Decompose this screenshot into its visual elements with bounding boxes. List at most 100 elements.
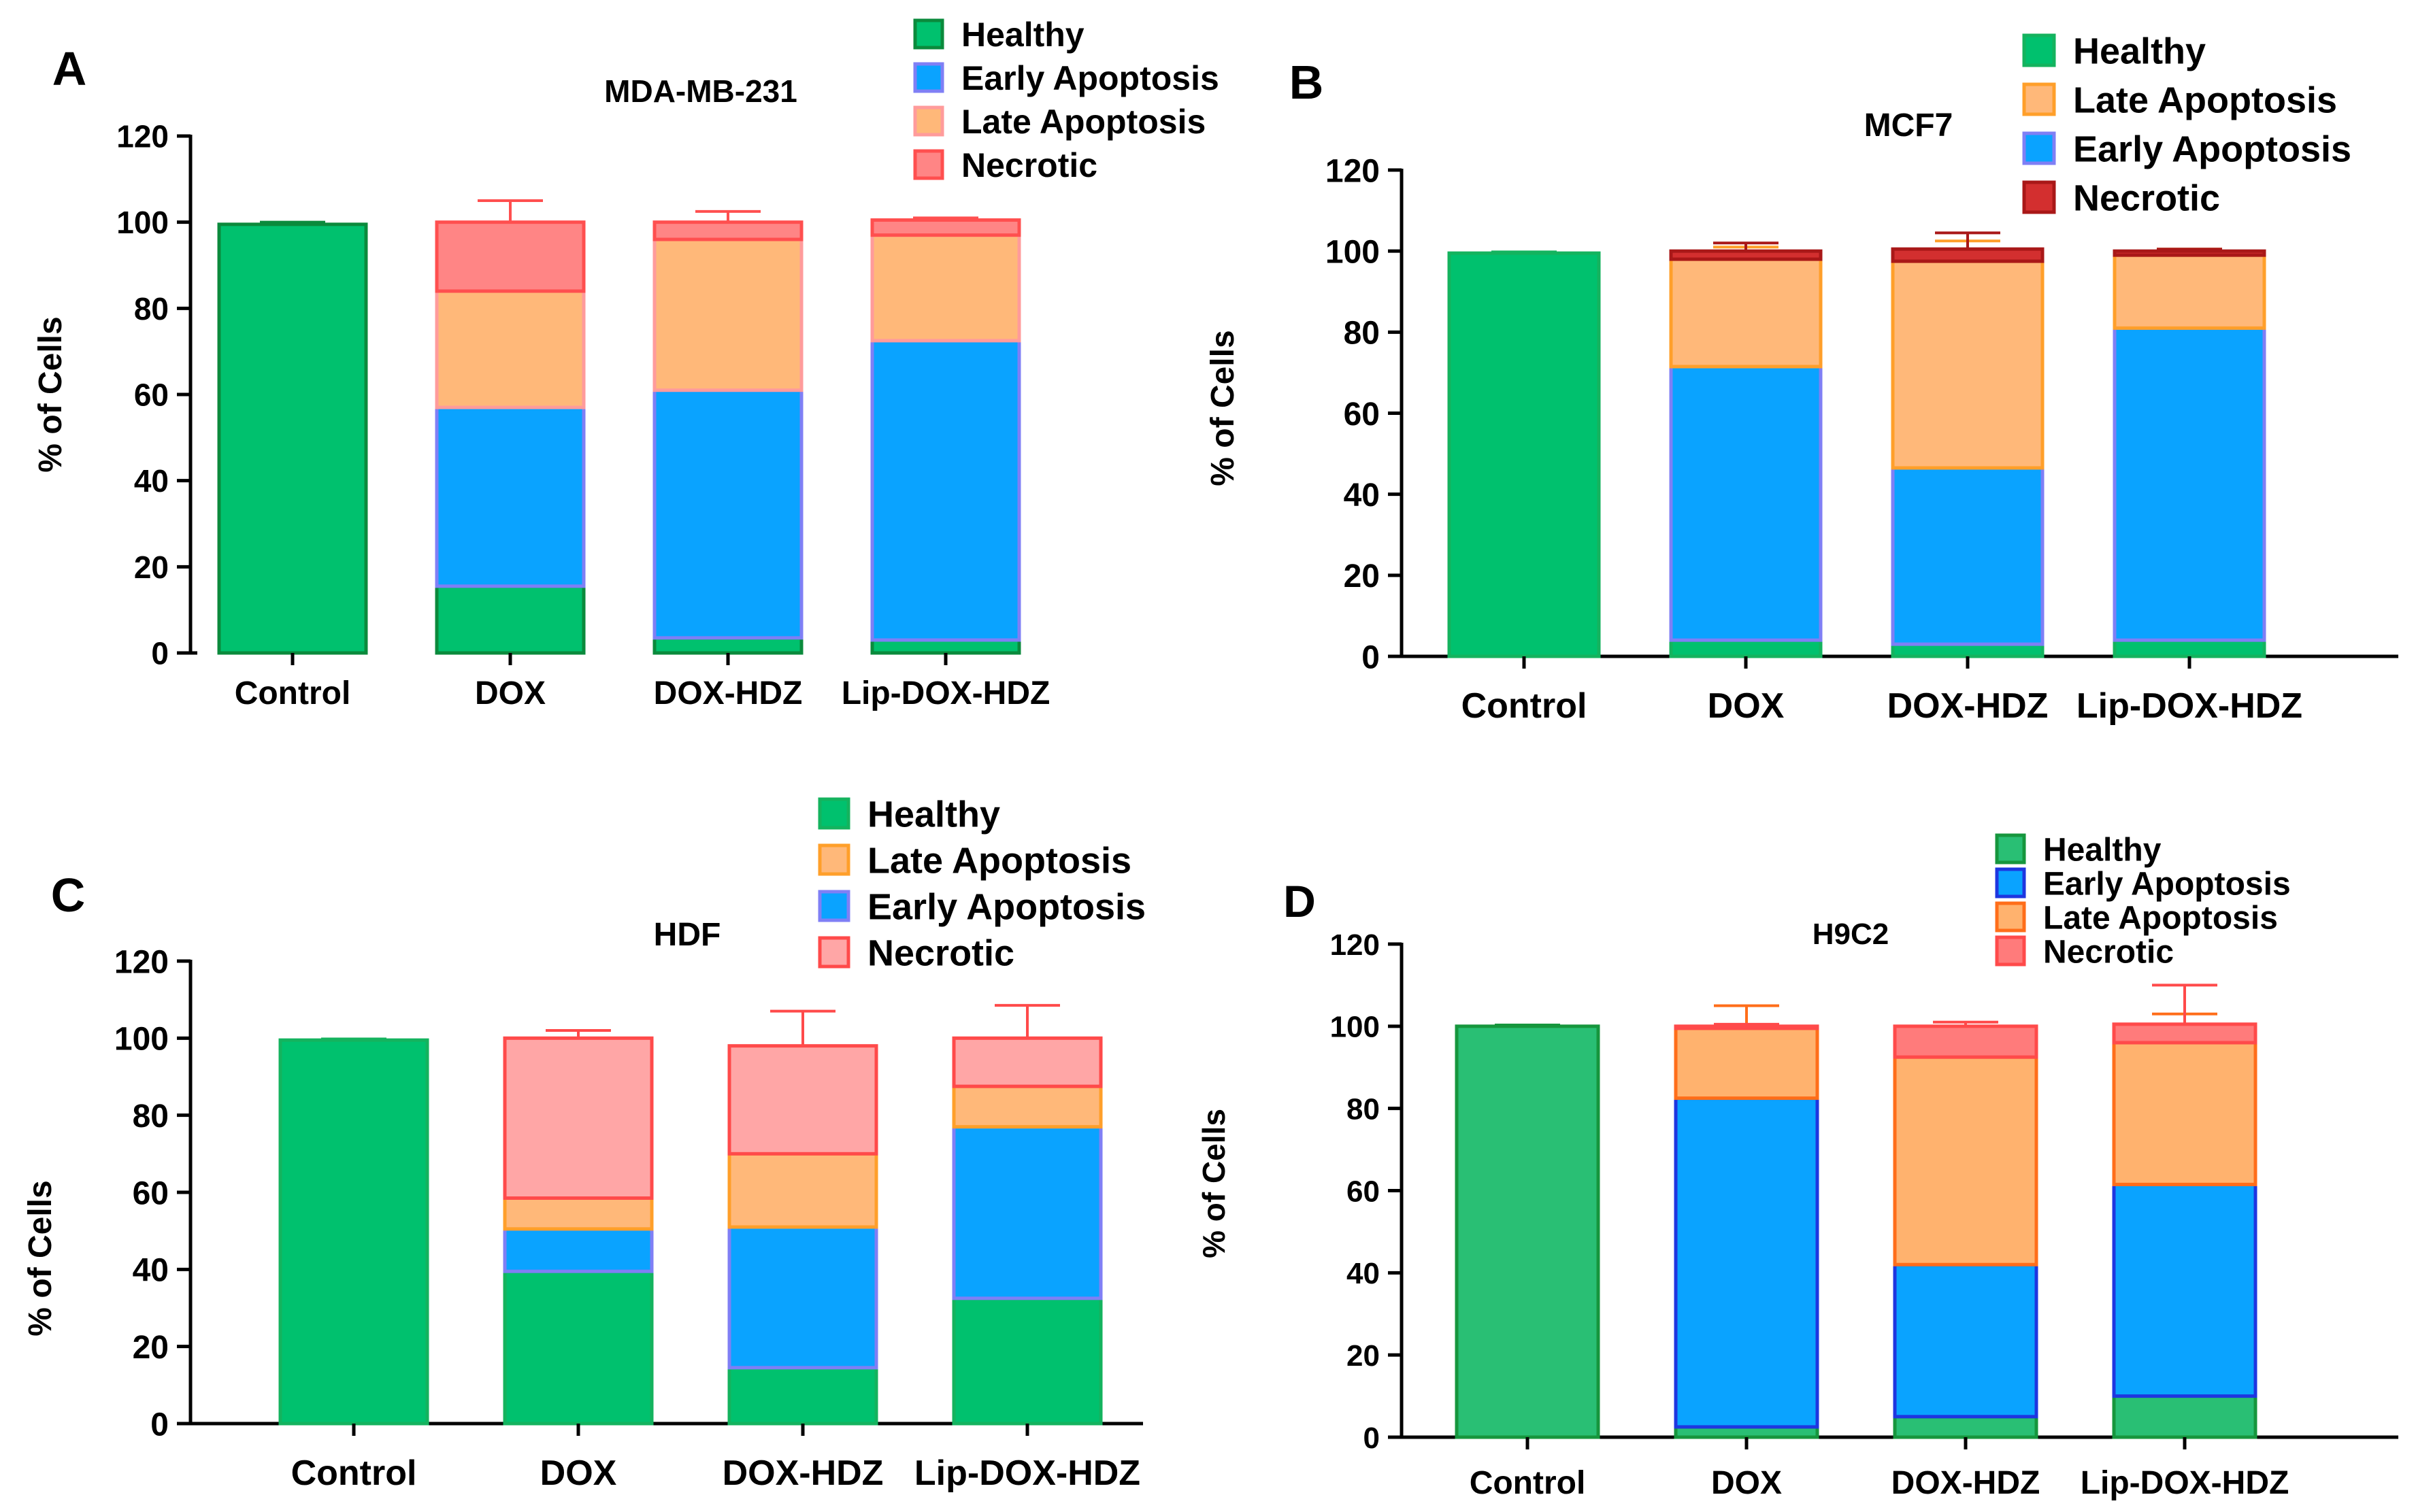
panel-letter: D xyxy=(1283,876,1316,926)
legend-swatch-necrotic xyxy=(2022,180,2056,214)
y-tick-label: 80 xyxy=(1344,316,1380,352)
bar-early-apoptosis-dox xyxy=(435,405,586,588)
bar-late-apoptosis-dox xyxy=(1674,1026,1819,1101)
legend-label-necrotic: Necrotic xyxy=(2043,934,2174,970)
y-tick-label: 120 xyxy=(116,119,169,154)
y-tick-label: 120 xyxy=(114,944,169,980)
y-tick-label: 60 xyxy=(134,377,169,413)
y-tick-label: 60 xyxy=(1346,1175,1380,1208)
bar-healthy-lip-dox-hdz xyxy=(2112,1394,2257,1439)
y-tick-label: 40 xyxy=(1346,1257,1380,1290)
y-tick-label: 20 xyxy=(1344,558,1380,594)
chart-title: MCF7 xyxy=(1864,107,1953,144)
panel-letter: B xyxy=(1289,56,1324,109)
bar-early-apoptosis-dox-hdz xyxy=(652,388,804,640)
legend-label-early-apoptosis: Early Apoptosis xyxy=(961,59,1219,97)
legend: Healthy Late Apoptosis Early Apoptosis Necr… xyxy=(818,794,1146,973)
y-tick-label: 80 xyxy=(133,1098,169,1135)
y-tick-label: 80 xyxy=(134,291,169,326)
bar-necrotic-dox-hdz xyxy=(1891,247,2045,263)
x-tick-label-control: Control xyxy=(1470,1465,1586,1501)
bar-healthy-dox-hdz xyxy=(727,1366,878,1426)
x-tick-label-dox-hdz: DOX-HDZ xyxy=(1891,1465,2040,1501)
legend-label-healthy: Healthy xyxy=(961,16,1085,54)
bar-necrotic-lip-dox-hdz xyxy=(952,1036,1103,1088)
y-tick-label: 0 xyxy=(151,636,169,671)
legend-label-late-apoptosis: Late Apoptosis xyxy=(2073,80,2337,120)
bar-early-apoptosis-dox-hdz xyxy=(727,1225,878,1370)
x-tick-label-dox: DOX xyxy=(1708,686,1785,726)
bar-necrotic-lip-dox-hdz xyxy=(870,218,1021,237)
bar-early-apoptosis-lip-dox-hdz xyxy=(870,339,1021,642)
y-tick-label: 0 xyxy=(150,1407,169,1443)
bar-healthy-dox-hdz xyxy=(1891,642,2045,658)
legend-swatch-healthy xyxy=(1995,833,2026,864)
bar-necrotic-dox-hdz xyxy=(652,220,804,241)
panel-a: A MDA-MB-231 % of Cells 0 20 40 60 80 100 120 Cont… xyxy=(33,16,1219,711)
bar-healthy-lip-dox-hdz xyxy=(952,1296,1103,1426)
x-tick-label-lip-dox-hdz: Lip-DOX-HDZ xyxy=(2081,1465,2289,1501)
bar-early-apoptosis-dox-hdz xyxy=(1893,1262,2038,1419)
legend-swatch-early-apoptosis xyxy=(818,890,850,922)
legend-swatch-necrotic xyxy=(1995,935,2026,967)
bar-early-apoptosis-lip-dox-hdz xyxy=(2113,326,2266,642)
x-tick-label-dox: DOX xyxy=(475,675,546,711)
chart-title: MDA-MB-231 xyxy=(604,73,797,109)
bar-early-apoptosis-dox xyxy=(1674,1096,1819,1429)
bar-late-apoptosis-dox-hdz xyxy=(1893,1055,2038,1266)
bar-late-apoptosis-lip-dox-hdz xyxy=(2112,1041,2257,1186)
legend-label-healthy: Healthy xyxy=(867,794,1000,835)
bar-late-apoptosis-lip-dox-hdz xyxy=(952,1084,1103,1129)
bar-early-apoptosis-dox xyxy=(1669,365,1823,642)
y-tick-label: 120 xyxy=(1330,928,1380,962)
y-tick-label: 40 xyxy=(1344,477,1380,514)
x-tick-label-control: Control xyxy=(235,675,351,711)
y-axis-label: % of Cells xyxy=(22,1180,59,1336)
y-tick-label: 20 xyxy=(134,550,169,585)
bar-healthy-dox xyxy=(503,1269,654,1426)
panel-d: D H9C2 % of Cells 0 20 40 60 80 100 120 Control DOX… xyxy=(1196,832,2398,1501)
legend-swatch-early-apoptosis xyxy=(2022,131,2056,165)
bar-healthy-control xyxy=(217,222,368,655)
bar-late-apoptosis-dox xyxy=(503,1196,654,1231)
panel-c: C HDF % of Cells 0 20 40 60 80 100 120 Control DOX D… xyxy=(22,794,1146,1493)
bar-late-apoptosis-dox xyxy=(435,289,586,409)
bar-late-apoptosis-lip-dox-hdz xyxy=(2113,253,2266,330)
legend-swatch-early-apoptosis xyxy=(1995,867,2026,898)
legend-label-early-apoptosis: Early Apoptosis xyxy=(867,886,1146,927)
y-tick-label: 100 xyxy=(1325,234,1380,270)
bar-healthy-dox xyxy=(1669,638,1823,658)
bar-healthy-lip-dox-hdz xyxy=(2113,638,2266,658)
bar-late-apoptosis-lip-dox-hdz xyxy=(870,233,1021,343)
y-axis-label: % of Cells xyxy=(1205,330,1241,486)
bar-necrotic-dox-hdz xyxy=(1893,1024,2038,1059)
y-tick-label: 0 xyxy=(1363,1422,1380,1455)
legend-label-late-apoptosis: Late Apoptosis xyxy=(2043,900,2278,936)
panel-letter: A xyxy=(52,42,87,95)
x-tick-label-lip-dox-hdz: Lip-DOX-HDZ xyxy=(914,1454,1140,1493)
y-tick-label: 100 xyxy=(116,205,169,240)
bar-healthy-control xyxy=(1455,1024,1600,1439)
bar-necrotic-dox xyxy=(1669,249,1823,261)
x-tick-label-dox: DOX xyxy=(540,1454,617,1493)
panel-letter: C xyxy=(51,869,86,922)
bar-healthy-control xyxy=(278,1038,429,1426)
legend-swatch-late-apoptosis xyxy=(818,843,850,876)
y-tick-label: 0 xyxy=(1361,639,1380,675)
bar-healthy-lip-dox-hdz xyxy=(870,638,1021,655)
legend-label-late-apoptosis: Late Apoptosis xyxy=(961,103,1206,141)
legend-label-late-apoptosis: Late Apoptosis xyxy=(867,840,1131,881)
bar-necrotic-dox xyxy=(435,220,586,293)
bar-early-apoptosis-dox-hdz xyxy=(1891,466,2045,646)
y-tick-label: 20 xyxy=(1346,1339,1380,1373)
bar-late-apoptosis-dox-hdz xyxy=(727,1152,878,1229)
bar-late-apoptosis-dox-hdz xyxy=(1891,259,2045,470)
x-tick-label-dox-hdz: DOX-HDZ xyxy=(1887,686,2049,726)
legend-swatch-late-apoptosis xyxy=(2022,82,2056,116)
x-tick-label-dox: DOX xyxy=(1711,1465,1782,1501)
x-tick-label-lip-dox-hdz: Lip-DOX-HDZ xyxy=(2076,686,2302,726)
bar-healthy-dox-hdz xyxy=(652,636,804,655)
bar-necrotic-dox-hdz xyxy=(727,1044,878,1156)
